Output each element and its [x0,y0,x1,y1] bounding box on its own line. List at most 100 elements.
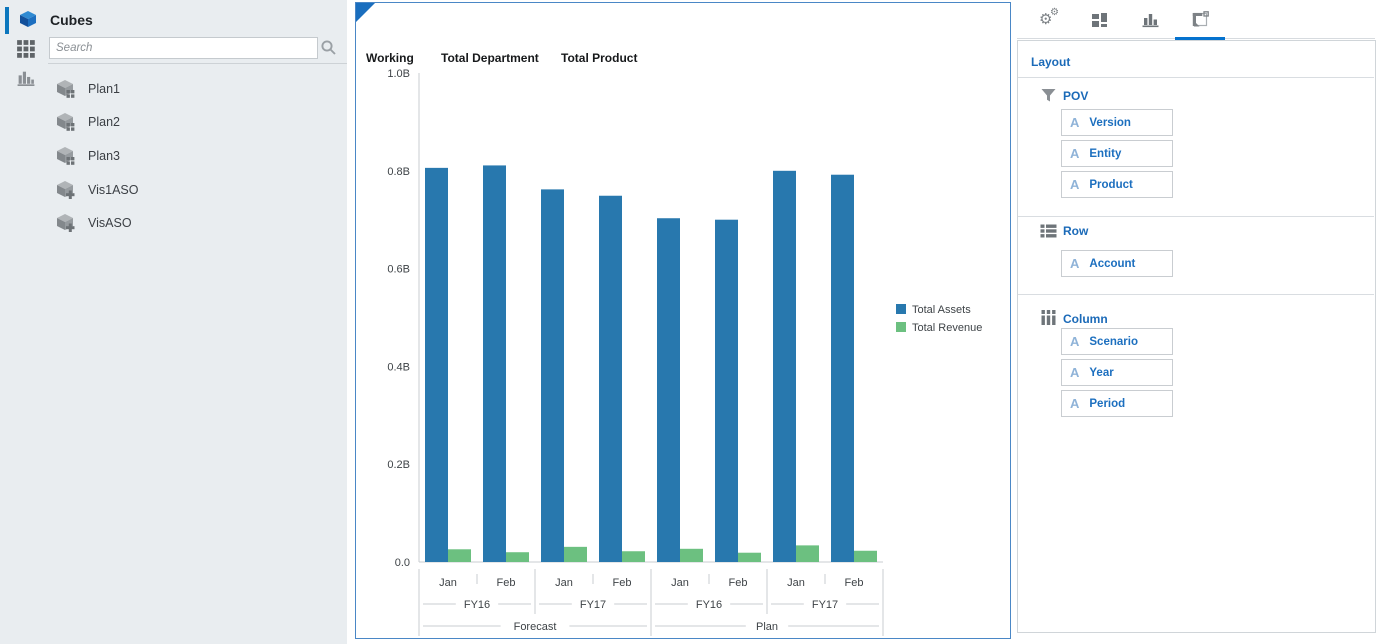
member-version[interactable]: A Version [1061,109,1173,136]
x-tick-label: Feb [613,577,632,589]
dimension-type-icon: A [1070,177,1080,192]
list-item-plan3[interactable]: Plan3 [56,143,326,169]
bar[interactable] [564,546,587,562]
bar[interactable] [448,549,471,562]
series-total-assets[interactable] [425,165,854,563]
divider [1018,294,1374,295]
list-item-visaso[interactable]: VisASO [56,210,326,236]
bar-chart-icon [1142,14,1158,28]
member-scenario[interactable]: A Scenario [1061,328,1173,355]
x-group-label: FY16 [464,599,490,611]
cube-icon [20,11,36,27]
cube-grid-icon [57,147,75,165]
member-account[interactable]: A Account [1061,250,1173,277]
dimension-type-icon: A [1070,396,1080,411]
x-tick-label: Jan [787,577,805,589]
bar[interactable] [738,552,761,562]
bar[interactable] [657,218,680,562]
chart-canvas[interactable]: Working Total Department Total Product 0… [355,2,1011,639]
columns-icon [1041,310,1056,325]
dimension-type-icon: A [1070,334,1080,349]
bar[interactable] [796,545,819,562]
layout-sections-box: Layout POV A Version A Entity A Product [1017,40,1376,633]
member-label: Year [1089,366,1114,379]
x-tick-label: Jan [439,577,457,589]
divider [1018,77,1374,78]
y-tick-label: 1.0B [387,68,410,80]
layout-panel: ⚙ ⚙ [1017,0,1377,644]
tiles-icon [1092,12,1107,27]
member-label: Version [1089,116,1131,129]
list-item-vis1aso[interactable]: Vis1ASO [56,177,326,203]
x-group-label: Plan [756,621,778,633]
bar-chart-icon[interactable] [16,68,36,88]
dimension-type-icon: A [1070,146,1080,161]
funnel-icon [1041,89,1056,102]
y-tick-label: 0.4B [387,361,410,373]
section-label-pov: POV [1063,89,1089,103]
cube-name: Plan1 [88,82,120,96]
search-icon[interactable] [320,39,337,56]
list-item-plan1[interactable]: Plan1 [56,76,326,102]
section-label-column: Column [1063,312,1108,326]
tab-tiles[interactable] [1075,0,1125,39]
panel-title: Layout [1031,55,1071,69]
bar[interactable] [680,548,703,562]
dimension-type-icon: A [1070,365,1080,380]
bar-chart[interactable]: 0.0 0.2B 0.4B 0.6B 0.8B 1.0B Jan Feb Jan Feb Jan Fe… [356,3,1010,638]
x-group-label: Forecast [514,621,557,633]
x-tick-label: Jan [555,577,573,589]
member-label: Product [1089,178,1133,191]
bar[interactable] [854,550,877,562]
member-label: Scenario [1089,335,1138,348]
cube-plus-icon [57,214,75,232]
x-tick-label: Jan [671,577,689,589]
member-entity[interactable]: A Entity [1061,140,1173,167]
x-tick-label: Feb [845,577,864,589]
bar[interactable] [541,189,564,562]
x-group-label: FY17 [580,599,606,611]
search-input[interactable] [49,37,318,59]
series-total-revenue[interactable] [448,545,877,562]
tab-chart[interactable] [1125,0,1175,39]
grid-icon[interactable] [16,39,36,59]
x-group-label: FY17 [812,599,838,611]
y-tick-label: 0.6B [387,264,410,276]
list-item-plan2[interactable]: Plan2 [56,109,326,135]
x-tick-label: Feb [729,577,748,589]
bar[interactable] [831,174,854,562]
legend-swatch [896,304,906,314]
bar[interactable] [506,552,529,562]
rows-icon [1040,224,1057,238]
active-accent-bar [5,7,9,34]
cubes-sidebar: Cubes [0,0,347,644]
y-tick-label: 0.8B [387,166,410,178]
member-period[interactable]: A Period [1061,390,1173,417]
cube-plus-icon [57,181,75,199]
divider [1018,216,1374,217]
pov-header-working[interactable]: Working [366,51,414,65]
bar[interactable] [715,219,738,562]
cube-name: Plan2 [88,115,120,129]
bar[interactable] [425,167,448,562]
legend-label: Total Assets [912,304,971,316]
bar[interactable] [622,551,645,562]
member-product[interactable]: A Product [1061,171,1173,198]
tab-layout[interactable] [1175,0,1225,40]
cube-grid-icon [57,80,75,98]
tab-settings[interactable]: ⚙ ⚙ [1025,0,1075,39]
bar[interactable] [599,195,622,562]
pov-header-total-department[interactable]: Total Department [441,51,539,65]
pov-header-total-product[interactable]: Total Product [561,51,638,65]
panel-tabs: ⚙ ⚙ [1017,0,1375,40]
selection-corner-marker [356,3,375,22]
dimension-type-icon: A [1070,115,1080,130]
dimension-type-icon: A [1070,256,1080,271]
bar[interactable] [773,170,796,563]
canvas-layout-icon [1192,11,1209,27]
cube-name: Vis1ASO [88,183,139,197]
member-year[interactable]: A Year [1061,359,1173,386]
y-tick-label: 0.0 [395,557,410,569]
bar[interactable] [483,165,506,562]
